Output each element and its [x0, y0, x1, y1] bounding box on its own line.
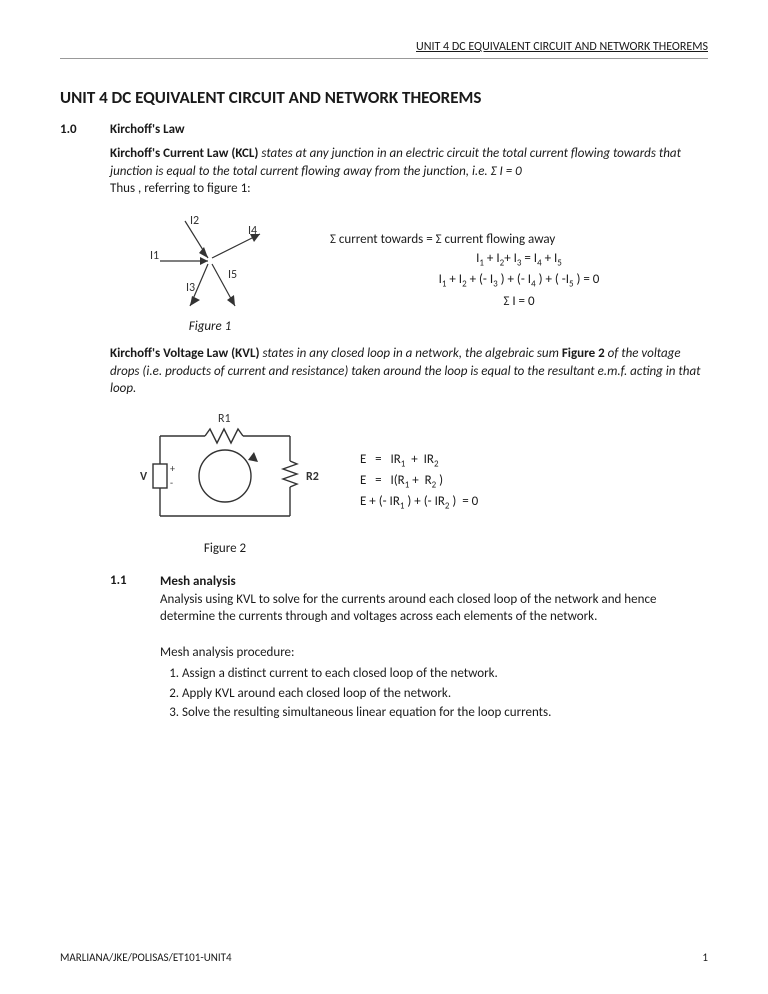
fig2-minus: - — [170, 476, 173, 489]
fig1-label-i2: I2 — [190, 214, 199, 228]
fig1-label-i1: I1 — [150, 249, 159, 263]
procedure-label: Mesh analysis procedure: — [160, 644, 708, 662]
figure-1-svg: I1 I2 I3 I4 I5 — [130, 206, 290, 316]
running-header: UNIT 4 DC EQUIVALENT CIRCUIT AND NETWORK… — [60, 40, 708, 59]
figure-2-svg: R1 R2 V + - — [120, 406, 330, 536]
footer-left: MARLIANA/JKE/POLISAS/ET101-UNIT4 — [60, 951, 232, 964]
section-number: 1.0 — [60, 122, 110, 137]
section-title: Kirchoff's Law — [110, 122, 185, 137]
kvl-paragraph: Kirchoff's Voltage Law (KVL) states in a… — [110, 345, 708, 398]
kcl-eq-inline: Σ I = 0 — [491, 164, 522, 179]
page-number: 1 — [702, 951, 708, 964]
figure-1-caption: Figure 1 — [110, 318, 310, 336]
kvl-equations: E = IR1 + IR2 E = I(R1 + R2 ) E + (- IR1… — [340, 450, 708, 513]
kcl-equations: Σ current towards = Σ current flowing aw… — [310, 230, 708, 311]
kcl-eq-line-2: I1 + I2+ I3 = I4 + I5 — [330, 249, 708, 270]
figure-2-caption: Figure 2 — [110, 540, 340, 558]
kvl-eq-line-1: E = IR1 + IR2 — [360, 450, 708, 471]
procedure-list: Assign a distinct current to each closed… — [160, 665, 708, 722]
kvl-eq-line-2: E = I(R1 + R2 ) — [360, 471, 708, 492]
kcl-paragraph: Kirchoff's Current Law (KCL) states at a… — [110, 145, 708, 198]
subsection-number: 1.1 — [110, 573, 160, 723]
kvl-lead: Kirchoff's Voltage Law (KVL) — [110, 346, 260, 361]
fig1-label-i3: I3 — [186, 281, 195, 295]
mesh-body: Analysis using KVL to solve for the curr… — [160, 591, 708, 626]
kvl-eq-line-3: E + (- IR1 ) + (- IR2 ) = 0 — [360, 492, 708, 513]
page-title: UNIT 4 DC EQUIVALENT CIRCUIT AND NETWORK… — [60, 87, 708, 108]
kcl-eq-line-4: Σ I = 0 — [330, 292, 708, 312]
fig2-label-v: V — [140, 470, 148, 484]
kcl-eq-line-3: I1 + I2 + (- I3 ) + (- I4 ) + ( -I5 ) = … — [330, 270, 708, 291]
kcl-lead: Kirchoff's Current Law (KCL) — [110, 146, 258, 161]
kcl-thus: Thus , referring to figure 1: — [110, 181, 251, 196]
kvl-body1: states in any closed loop in a network, … — [260, 346, 562, 361]
procedure-step: Apply KVL around each closed loop of the… — [182, 685, 708, 703]
fig2-label-r2: R2 — [306, 470, 319, 484]
kvl-fig-ref: Figure 2 — [562, 346, 605, 361]
kcl-eq-line-1: Σ current towards = Σ current flowing aw… — [330, 230, 708, 250]
subsection-title: Mesh analysis — [160, 573, 708, 591]
fig1-label-i4: I4 — [248, 224, 257, 238]
fig1-label-i5: I5 — [228, 268, 237, 282]
procedure-step: Assign a distinct current to each closed… — [182, 665, 708, 683]
procedure-step: Solve the resulting simultaneous linear … — [182, 704, 708, 722]
fig2-label-r1: R1 — [218, 412, 231, 426]
fig2-plus: + — [170, 462, 175, 475]
